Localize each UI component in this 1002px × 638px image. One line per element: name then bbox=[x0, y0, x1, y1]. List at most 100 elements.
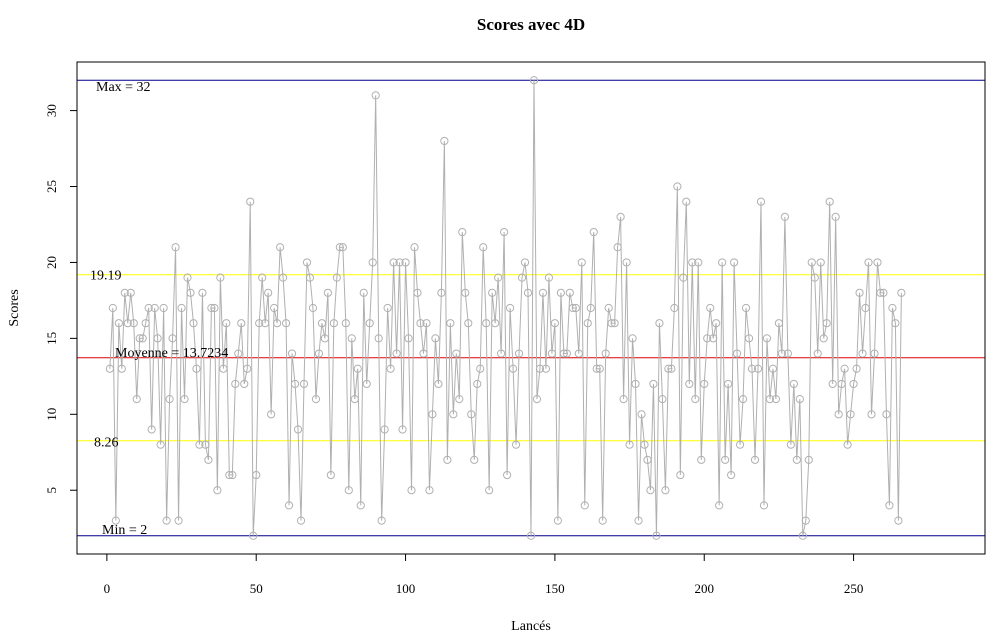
data-point bbox=[586, 303, 595, 313]
data-point bbox=[374, 334, 383, 343]
data-point bbox=[240, 379, 249, 389]
data-point bbox=[165, 395, 174, 404]
y-tick-label: 25 bbox=[44, 180, 59, 193]
data-point bbox=[879, 288, 888, 297]
label-upper: 19.19 bbox=[90, 269, 122, 284]
data-point bbox=[347, 334, 356, 343]
data-point bbox=[332, 273, 341, 282]
data-point bbox=[655, 319, 664, 328]
data-point bbox=[168, 334, 177, 343]
data-point bbox=[780, 212, 789, 221]
data-point bbox=[446, 319, 455, 328]
y-axis-label: Scores bbox=[7, 289, 22, 326]
data-point bbox=[619, 395, 628, 404]
data-point bbox=[380, 425, 389, 434]
data-point bbox=[550, 319, 559, 328]
data-point bbox=[219, 364, 228, 373]
data-point bbox=[774, 319, 784, 328]
data-point bbox=[114, 319, 123, 328]
data-point bbox=[353, 364, 362, 373]
data-point bbox=[243, 364, 252, 373]
data-point bbox=[497, 349, 506, 358]
data-point bbox=[520, 258, 530, 267]
data-point bbox=[344, 486, 353, 495]
data-point bbox=[440, 136, 449, 146]
data-point bbox=[123, 319, 132, 328]
data-point bbox=[150, 303, 159, 313]
data-point bbox=[565, 288, 574, 297]
data-point bbox=[458, 227, 467, 237]
data-point bbox=[467, 410, 476, 419]
data-point bbox=[350, 395, 359, 404]
data-point bbox=[574, 349, 583, 358]
data-point bbox=[126, 288, 135, 297]
data-point bbox=[368, 258, 377, 267]
data-point bbox=[111, 516, 120, 525]
data-point bbox=[198, 288, 207, 297]
data-point bbox=[882, 410, 891, 419]
data-point bbox=[359, 288, 368, 297]
data-point bbox=[756, 197, 766, 206]
data-point bbox=[741, 303, 751, 313]
data-point bbox=[724, 379, 733, 389]
data-point bbox=[843, 440, 852, 449]
data-point bbox=[849, 379, 858, 389]
data-point bbox=[308, 303, 318, 313]
data-point bbox=[299, 379, 309, 389]
data-point bbox=[667, 364, 676, 373]
y-tick-label: 30 bbox=[44, 104, 59, 117]
data-point bbox=[640, 440, 649, 449]
data-point bbox=[673, 182, 682, 191]
data-point bbox=[222, 319, 231, 328]
data-point bbox=[389, 258, 398, 267]
data-point bbox=[141, 319, 150, 328]
data-point bbox=[658, 395, 667, 404]
label-max: Max = 32 bbox=[96, 80, 151, 95]
data-point bbox=[732, 349, 742, 358]
data-point bbox=[891, 319, 900, 328]
data-point bbox=[485, 486, 494, 495]
data-point bbox=[338, 243, 347, 252]
data-point bbox=[195, 440, 204, 449]
data-point bbox=[365, 319, 374, 328]
data-point bbox=[407, 486, 416, 495]
data-point bbox=[595, 364, 604, 373]
data-point bbox=[768, 364, 778, 373]
data-point bbox=[840, 364, 849, 373]
data-point bbox=[416, 319, 425, 328]
data-point bbox=[171, 243, 180, 252]
data-point bbox=[562, 349, 571, 358]
data-point bbox=[287, 349, 297, 358]
data-point bbox=[556, 288, 565, 297]
data-point bbox=[700, 379, 709, 389]
x-tick-label: 100 bbox=[396, 581, 416, 596]
data-point bbox=[798, 531, 807, 540]
data-point bbox=[341, 319, 350, 328]
data-point bbox=[538, 288, 548, 297]
x-tick-label: 0 bbox=[104, 581, 111, 596]
data-point bbox=[320, 334, 330, 343]
data-point bbox=[795, 395, 804, 404]
data-point bbox=[189, 319, 198, 328]
data-point bbox=[290, 379, 300, 389]
data-point bbox=[547, 349, 557, 358]
data-point bbox=[329, 319, 338, 328]
series-line bbox=[109, 80, 902, 536]
data-point bbox=[500, 227, 509, 237]
data-point bbox=[777, 349, 786, 358]
data-point bbox=[616, 212, 625, 221]
data-point bbox=[135, 334, 144, 343]
data-point bbox=[255, 319, 264, 328]
data-point bbox=[317, 319, 327, 328]
data-point bbox=[715, 501, 724, 510]
x-axis: 0 50 100 150 200 250 bbox=[104, 553, 863, 596]
data-point bbox=[831, 212, 840, 221]
data-point bbox=[132, 395, 141, 404]
data-point bbox=[464, 319, 473, 328]
data-point bbox=[679, 273, 688, 282]
data-point bbox=[789, 379, 798, 389]
series-scores bbox=[105, 76, 906, 540]
data-point bbox=[305, 273, 315, 282]
data-point bbox=[452, 349, 461, 358]
